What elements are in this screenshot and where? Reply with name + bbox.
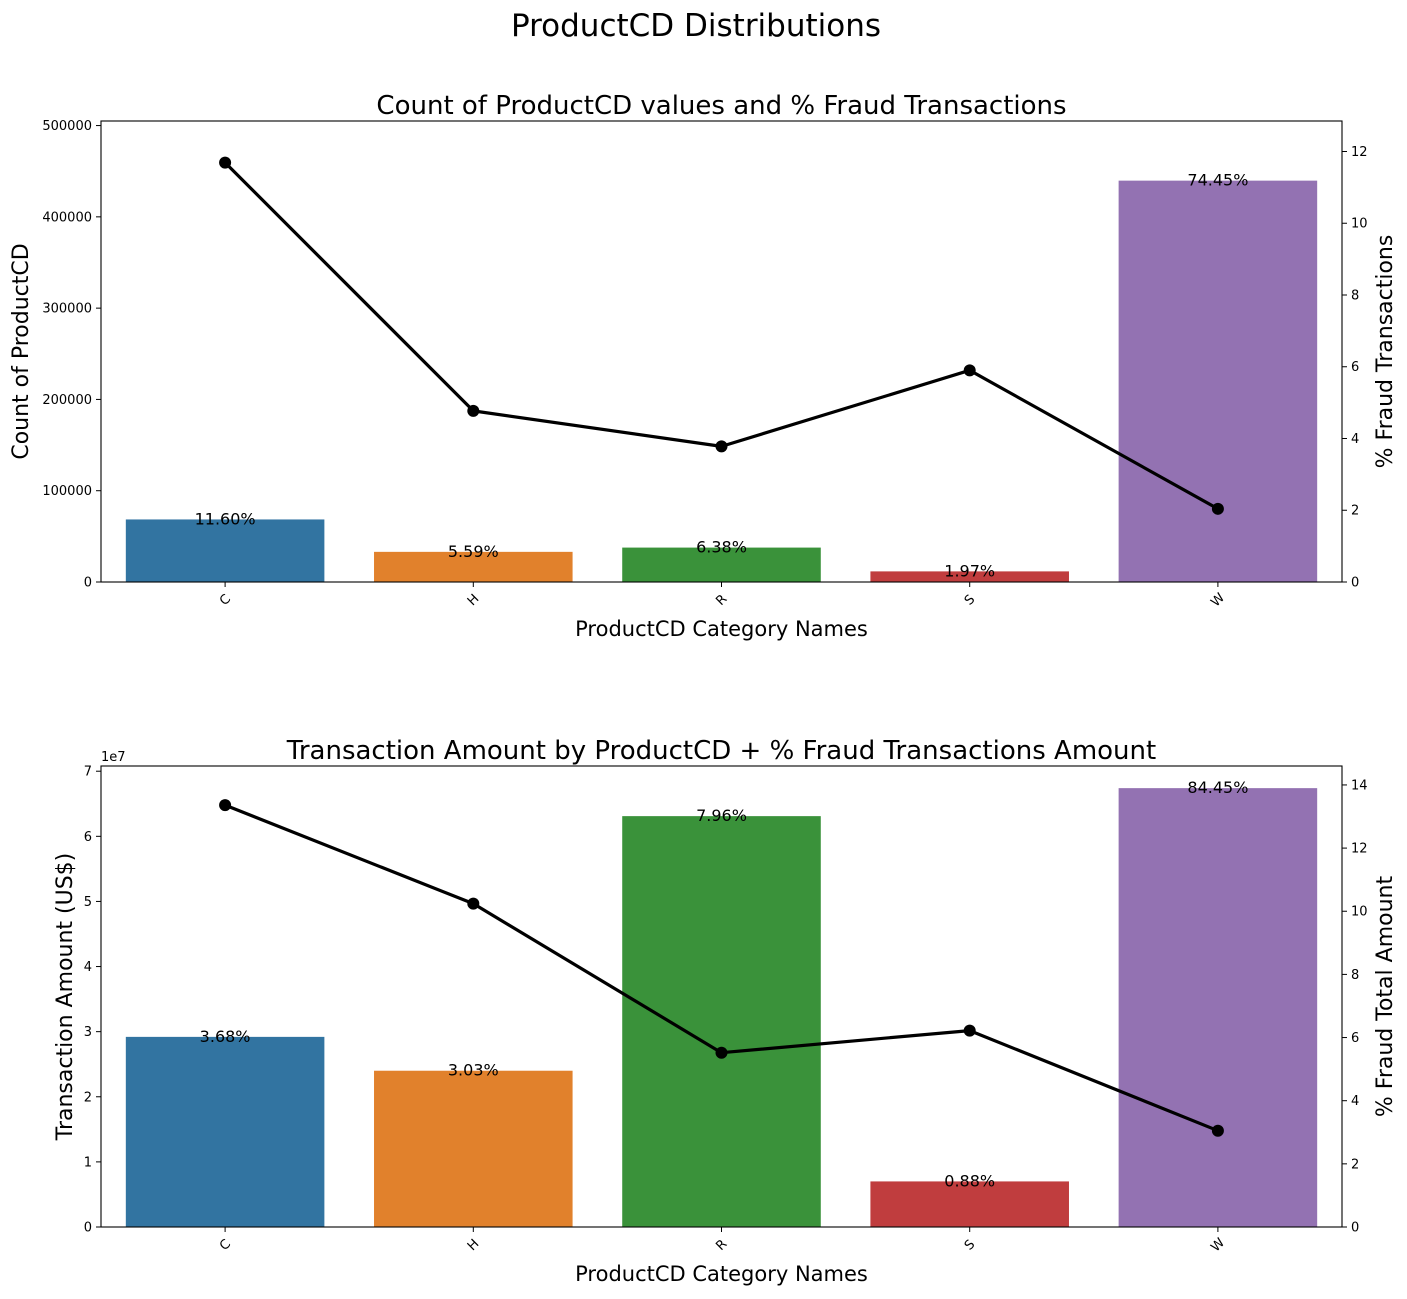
y-offset-label: 1e7 bbox=[101, 750, 126, 765]
y-tick-label: 3 bbox=[84, 1025, 92, 1040]
y-tick-label: 500000 bbox=[42, 119, 92, 134]
x-axis-label: ProductCD Category Names bbox=[575, 617, 868, 641]
y-tick-label: 400000 bbox=[42, 210, 92, 225]
bar-label-C: 11.60% bbox=[195, 509, 256, 528]
bar-R bbox=[622, 816, 821, 1227]
y-tick-label: 100000 bbox=[42, 484, 92, 499]
y2-tick-label: 0 bbox=[1351, 576, 1359, 591]
bar-R bbox=[622, 547, 821, 582]
x-tick-label: H bbox=[465, 592, 483, 610]
figure-title: ProductCD Distributions bbox=[511, 8, 881, 44]
x-tick-label: W bbox=[1208, 1235, 1228, 1255]
y2-tick-label: 14 bbox=[1351, 778, 1368, 793]
y2-tick-label: 0 bbox=[1351, 1221, 1359, 1236]
y2-tick-label: 2 bbox=[1351, 1157, 1359, 1172]
fraud-point-H bbox=[467, 897, 480, 910]
x-tick-label: S bbox=[962, 1237, 978, 1253]
bar-S bbox=[870, 571, 1069, 582]
x-tick-label: C bbox=[217, 592, 234, 609]
fraud-point-R bbox=[715, 440, 728, 453]
bar-H bbox=[374, 551, 573, 582]
y2-tick-label: 2 bbox=[1351, 504, 1359, 519]
x-tick-label: W bbox=[1208, 590, 1228, 610]
y2-tick-label: 10 bbox=[1351, 217, 1368, 232]
y-tick-label: 5 bbox=[84, 895, 92, 910]
bar-label-W: 84.45% bbox=[1187, 778, 1248, 797]
y2-tick-label: 6 bbox=[1351, 1031, 1359, 1046]
y-tick-label: 200000 bbox=[42, 393, 92, 408]
fraud-point-C bbox=[219, 156, 232, 169]
y2-tick-label: 12 bbox=[1351, 842, 1368, 857]
bar-label-C: 3.68% bbox=[200, 1027, 251, 1046]
bar-label-S: 0.88% bbox=[944, 1171, 995, 1190]
x-tick-label: S bbox=[962, 592, 978, 608]
y-tick-label: 6 bbox=[84, 830, 92, 845]
subplot-title: Count of ProductCD values and % Fraud Tr… bbox=[376, 91, 1066, 121]
y2-tick-label: 6 bbox=[1351, 360, 1359, 375]
y-tick-label: 0 bbox=[84, 576, 92, 591]
bar-W bbox=[1118, 788, 1318, 1227]
fraud-point-W bbox=[1211, 1124, 1224, 1137]
y2-tick-label: 10 bbox=[1351, 905, 1368, 920]
y2-tick-label: 8 bbox=[1351, 288, 1359, 303]
y-tick-label: 300000 bbox=[42, 302, 92, 317]
y2-tick-label: 8 bbox=[1351, 968, 1359, 983]
bar-S bbox=[870, 1181, 1069, 1227]
y2-tick-label: 4 bbox=[1351, 1094, 1359, 1109]
bar-label-H: 3.03% bbox=[448, 1061, 499, 1080]
fraud-point-R bbox=[715, 1046, 728, 1059]
y-axis-label: Count of ProductCD bbox=[9, 243, 34, 459]
subplot-title: Transaction Amount by ProductCD + % Frau… bbox=[286, 736, 1156, 766]
x-tick-label: R bbox=[713, 592, 730, 609]
y-axis-label: Transaction Amount (US$) bbox=[53, 853, 78, 1142]
bar-C bbox=[125, 519, 325, 582]
bar-label-R: 7.96% bbox=[696, 806, 747, 825]
bar-label-W: 74.45% bbox=[1187, 171, 1248, 190]
fraud-line bbox=[223, 161, 1219, 511]
fraud-point-S bbox=[963, 364, 976, 377]
y2-tick-label: 12 bbox=[1351, 145, 1368, 160]
x-tick-label: C bbox=[217, 1237, 234, 1254]
y-tick-label: 4 bbox=[84, 960, 92, 975]
x-tick-label: H bbox=[465, 1237, 483, 1255]
fraud-point-S bbox=[963, 1024, 976, 1037]
bar-label-S: 1.97% bbox=[944, 561, 995, 580]
y-tick-label: 7 bbox=[84, 765, 92, 780]
y-tick-label: 1 bbox=[84, 1155, 92, 1170]
x-tick-label: R bbox=[713, 1237, 730, 1254]
y-tick-label: 2 bbox=[84, 1090, 92, 1105]
x-axis-label: ProductCD Category Names bbox=[575, 1262, 868, 1286]
fraud-point-C bbox=[219, 799, 232, 812]
y2-axis-label: % Fraud Transactions bbox=[1373, 235, 1398, 469]
y-tick-label: 0 bbox=[84, 1221, 92, 1236]
bar-label-R: 6.38% bbox=[696, 538, 747, 557]
bar-W bbox=[1118, 180, 1318, 582]
y2-tick-label: 4 bbox=[1351, 432, 1359, 447]
fraud-point-W bbox=[1211, 502, 1224, 515]
bar-label-H: 5.59% bbox=[448, 542, 499, 561]
bar-C bbox=[125, 1036, 325, 1227]
fraud-point-H bbox=[467, 404, 480, 417]
y2-axis-label: % Fraud Total Amount bbox=[1373, 876, 1398, 1118]
bar-H bbox=[374, 1070, 573, 1227]
